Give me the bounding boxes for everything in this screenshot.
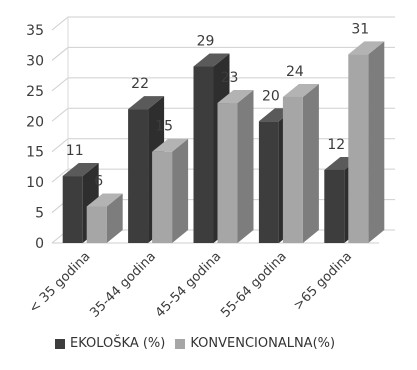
legend-label-ekoloska: EKOLOŠKA (%) [70,336,165,351]
gridline-side [52,17,68,30]
legend-item-konvencionalna: KONVENCIONALNA(%) [175,336,335,351]
data-label: 12 [327,137,345,153]
bar-side [172,139,188,243]
y-tick-label: 25 [26,84,44,100]
data-label: 24 [286,64,304,80]
gridline-side [52,78,68,91]
bar [283,97,303,243]
data-label: 29 [197,34,215,50]
bar [259,121,279,243]
x-tick-label: < 35 godina [26,249,93,316]
legend-item-ekoloska: EKOLOŠKA (%) [55,336,165,351]
bar [324,170,344,243]
y-tick-label: 15 [26,145,44,161]
bar [128,109,148,243]
data-label: 22 [131,76,149,92]
data-label: 15 [155,119,173,135]
y-tick-label: 0 [35,236,44,252]
bar [63,176,83,243]
data-label: 11 [66,143,84,159]
y-tick-label: 35 [26,23,44,39]
x-tick-label: 35-44 godina [87,249,159,321]
bar-side [303,84,319,243]
bar [87,206,107,243]
bar [218,103,238,243]
bar-side [238,90,254,243]
x-tick-label: 45-54 godina [153,249,225,321]
data-label: 6 [94,173,103,189]
bar [194,67,214,243]
legend-label-konvencionalna: KONVENCIONALNA(%) [190,336,335,351]
gridline-side [52,47,68,60]
legend-swatch-konvencionalna [175,339,185,349]
legend-swatch-ekoloska [55,339,65,349]
x-tick-label: >65 godina [291,249,355,313]
data-label: 23 [221,70,239,86]
y-tick-label: 30 [26,53,44,69]
gridline-side [52,108,68,121]
data-label: 31 [351,21,369,37]
x-tick-label: 55-64 godina [218,249,290,321]
bar [348,54,368,243]
legend: EKOLOŠKA (%) KONVENCIONALNA(%) [55,336,345,351]
y-tick-label: 10 [26,175,44,191]
y-tick-label: 5 [35,206,44,222]
bar [152,152,172,243]
bar-side [368,41,384,243]
y-tick-label: 20 [26,114,44,130]
bar-chart: 0 5 10 15 20 25 30 35 11 6 < 35 godina 22 15 35-44 go… [0,0,417,330]
data-label: 20 [262,88,280,104]
